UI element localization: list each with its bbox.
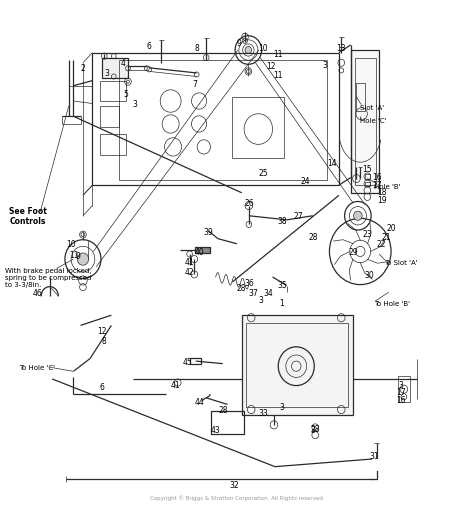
Text: 46: 46 <box>33 288 43 297</box>
Bar <box>365 175 370 179</box>
Text: 11: 11 <box>69 250 78 259</box>
Bar <box>190 358 201 364</box>
Text: 29: 29 <box>348 247 358 257</box>
Text: 17: 17 <box>396 387 405 397</box>
Text: 9: 9 <box>76 251 81 261</box>
Text: 10: 10 <box>66 240 76 249</box>
Text: 42: 42 <box>185 268 194 277</box>
Text: 5: 5 <box>123 90 128 99</box>
Text: 14: 14 <box>327 158 337 167</box>
Text: 23: 23 <box>363 230 372 239</box>
Text: 41: 41 <box>171 380 180 389</box>
Text: 20: 20 <box>386 223 396 233</box>
Bar <box>356 84 365 112</box>
Text: 3: 3 <box>322 61 327 70</box>
Bar <box>100 107 118 127</box>
Text: 3: 3 <box>258 296 263 305</box>
Text: 1: 1 <box>280 298 284 307</box>
Bar <box>398 377 410 402</box>
Text: 19: 19 <box>377 196 386 205</box>
Text: 37: 37 <box>249 288 258 297</box>
Circle shape <box>354 212 362 221</box>
Text: 33: 33 <box>258 408 268 417</box>
Text: 3: 3 <box>133 100 137 109</box>
Text: To Slot 'A': To Slot 'A' <box>384 260 418 266</box>
Text: 28: 28 <box>218 405 228 414</box>
Text: 21: 21 <box>382 232 391 241</box>
Text: Hole 'B': Hole 'B' <box>374 183 401 189</box>
Text: 39: 39 <box>204 227 213 236</box>
Bar <box>246 323 348 407</box>
Text: 8: 8 <box>102 336 107 346</box>
Text: 6: 6 <box>100 382 104 391</box>
Text: 7: 7 <box>192 79 197 89</box>
Text: 38: 38 <box>277 217 287 226</box>
Text: 36: 36 <box>244 278 254 287</box>
Bar <box>211 411 244 434</box>
Text: 44: 44 <box>194 398 204 407</box>
Text: 11: 11 <box>273 71 283 80</box>
Text: To Hole 'C': To Hole 'C' <box>19 364 55 370</box>
Text: 28: 28 <box>237 283 246 292</box>
Text: 4: 4 <box>121 59 126 68</box>
Circle shape <box>245 47 252 54</box>
Circle shape <box>77 253 89 266</box>
Text: See Foot
Controls: See Foot Controls <box>9 206 47 225</box>
Text: 26: 26 <box>244 199 254 208</box>
Text: 30: 30 <box>365 270 374 279</box>
Text: 3: 3 <box>104 69 109 78</box>
Bar <box>242 316 353 415</box>
Text: 3: 3 <box>398 380 403 389</box>
Text: 6: 6 <box>147 42 152 51</box>
Bar <box>195 247 210 253</box>
Text: 3: 3 <box>310 426 315 435</box>
Text: 43: 43 <box>211 426 220 435</box>
Text: To Hole 'B': To Hole 'B' <box>374 300 410 306</box>
Text: Copyright © Briggs & Stratton Corporation. All Rights reserved.: Copyright © Briggs & Stratton Corporatio… <box>150 494 324 500</box>
Bar <box>100 81 126 102</box>
Bar <box>365 182 370 186</box>
Text: 27: 27 <box>294 212 303 221</box>
Bar <box>100 135 126 155</box>
Bar <box>102 59 128 79</box>
Text: 31: 31 <box>370 451 379 460</box>
Bar <box>355 59 376 186</box>
Bar <box>232 98 284 159</box>
Text: 40: 40 <box>194 247 204 257</box>
Text: 17: 17 <box>372 180 382 189</box>
Text: 9: 9 <box>237 39 242 48</box>
Text: 28: 28 <box>310 424 320 433</box>
Text: 12: 12 <box>266 62 276 71</box>
Text: 16: 16 <box>396 395 405 404</box>
Text: Slot 'A': Slot 'A' <box>360 104 384 110</box>
Text: 2: 2 <box>81 64 85 73</box>
Bar <box>351 51 379 193</box>
Text: 18: 18 <box>377 188 386 197</box>
Text: 34: 34 <box>263 288 273 297</box>
Text: 13: 13 <box>337 44 346 53</box>
Text: 16: 16 <box>372 173 382 182</box>
Text: 45: 45 <box>182 357 192 366</box>
Text: Hole 'C': Hole 'C' <box>360 118 387 124</box>
Text: 3: 3 <box>280 403 284 412</box>
Text: 10: 10 <box>258 44 268 53</box>
Text: 41: 41 <box>185 258 194 267</box>
Text: 35: 35 <box>277 280 287 290</box>
Text: 22: 22 <box>377 240 386 249</box>
Text: 11: 11 <box>273 50 283 59</box>
Text: With brake pedal locked,
spring to be compressed
to 3-3/8in.: With brake pedal locked, spring to be co… <box>5 267 91 287</box>
Text: 8: 8 <box>194 44 199 53</box>
Text: 24: 24 <box>301 176 310 185</box>
Text: 25: 25 <box>258 168 268 178</box>
Text: 15: 15 <box>363 164 372 174</box>
Text: 28: 28 <box>308 232 318 241</box>
Text: 32: 32 <box>230 480 239 489</box>
Text: 12: 12 <box>97 326 107 335</box>
